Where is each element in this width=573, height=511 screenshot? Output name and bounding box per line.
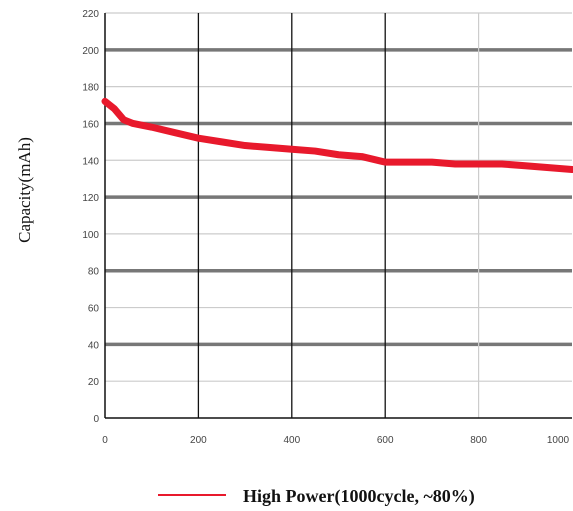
x-tick-label-200: 200: [190, 435, 207, 446]
legend-label: High Power(1000cycle, ~80%): [243, 486, 475, 507]
series-line-0: [101, 97, 573, 173]
x-tick-label-0: 0: [102, 435, 108, 446]
grid-lines: [105, 12, 572, 418]
y-tick-label-60: 60: [88, 304, 100, 315]
y-tick-label-0: 0: [93, 414, 99, 425]
series-lines: [101, 97, 573, 173]
x-tick-label-1000: 1000: [547, 435, 570, 446]
x-tick-label-400: 400: [283, 435, 300, 446]
y-tick-label-220: 220: [82, 9, 99, 20]
y-tick-label-80: 80: [88, 267, 100, 278]
x-tick-labels: 0 200 400 600 800 1000: [102, 435, 569, 446]
y-tick-label-160: 160: [82, 119, 99, 130]
x-tick-label-600: 600: [377, 435, 394, 446]
y-tick-labels: 0 20 40 60 80 100 120 140 160 180 200 220: [82, 9, 99, 425]
y-tick-label-140: 140: [82, 156, 99, 167]
axes: [104, 13, 572, 419]
y-tick-label-120: 120: [82, 193, 99, 204]
y-tick-label-180: 180: [82, 83, 99, 94]
y-tick-label-40: 40: [88, 340, 100, 351]
y-axis-label: Capacity(mAh): [15, 137, 34, 243]
y-tick-label-100: 100: [82, 230, 99, 241]
x-tick-label-800: 800: [470, 435, 487, 446]
y-tick-label-200: 200: [82, 46, 99, 57]
y-tick-label-20: 20: [88, 377, 100, 388]
legend: High Power(1000cycle, ~80%): [158, 486, 475, 507]
